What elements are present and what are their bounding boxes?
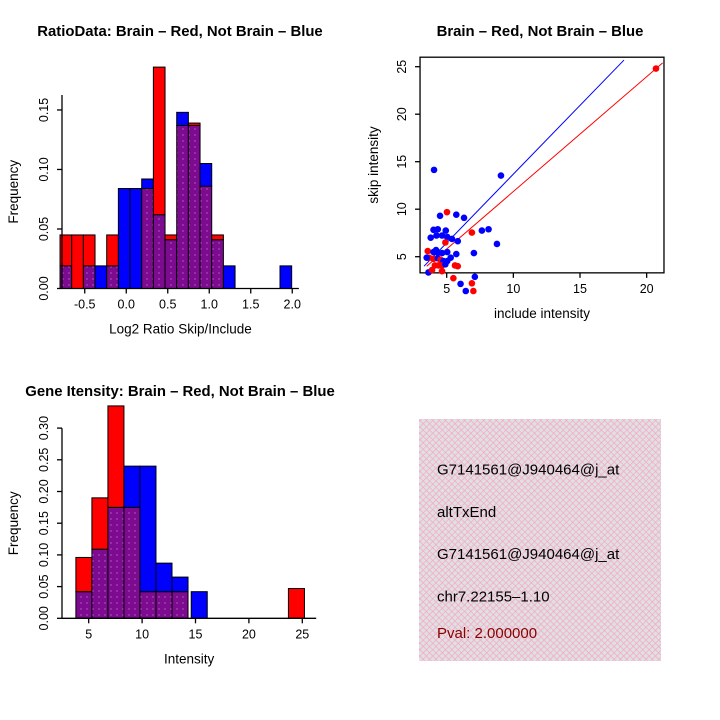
svg-text:20: 20 (242, 627, 256, 641)
svg-text:5: 5 (443, 282, 450, 296)
svg-text:Brain – Red, Not Brain – Blue: Brain – Red, Not Brain – Blue (437, 24, 644, 40)
svg-text:G7141561@J940464@j_at: G7141561@J940464@j_at (437, 462, 620, 479)
svg-text:RatioData: Brain – Red, Not Br: RatioData: Brain – Red, Not Brain – Blue (37, 24, 322, 40)
svg-text:15: 15 (573, 282, 587, 296)
svg-text:0.05: 0.05 (37, 574, 51, 598)
svg-text:0.30: 0.30 (37, 416, 51, 440)
svg-text:5: 5 (85, 627, 92, 641)
svg-text:Intensity: Intensity (164, 651, 215, 666)
svg-text:1.0: 1.0 (201, 298, 218, 312)
svg-text:20: 20 (640, 282, 654, 296)
svg-text:15: 15 (189, 627, 203, 641)
svg-text:chr7.22155–1.10: chr7.22155–1.10 (437, 589, 550, 606)
svg-text:2.0: 2.0 (284, 298, 301, 312)
svg-text:altTxEnd: altTxEnd (437, 504, 496, 521)
svg-text:1.5: 1.5 (242, 298, 259, 312)
svg-text:Gene Itensity: Brain – Red, No: Gene Itensity: Brain – Red, Not Brain – … (25, 384, 334, 400)
svg-text:Log2 Ratio Skip/Include: Log2 Ratio Skip/Include (109, 322, 252, 337)
svg-text:0.10: 0.10 (37, 157, 51, 181)
svg-text:0.00: 0.00 (37, 276, 51, 300)
svg-text:10: 10 (506, 282, 520, 296)
svg-text:10: 10 (135, 627, 149, 641)
svg-text:G7141561@J940464@j_at: G7141561@J940464@j_at (437, 546, 620, 563)
svg-text:0.5: 0.5 (159, 298, 176, 312)
svg-text:25: 25 (295, 627, 309, 641)
svg-text:0.15: 0.15 (37, 511, 51, 535)
svg-text:-0.5: -0.5 (74, 298, 96, 312)
svg-text:20: 20 (395, 107, 409, 121)
svg-text:5: 5 (395, 253, 409, 260)
svg-text:Frequency: Frequency (6, 160, 21, 224)
svg-text:25: 25 (395, 60, 409, 74)
svg-text:0.20: 0.20 (37, 479, 51, 503)
svg-text:0.00: 0.00 (37, 606, 51, 630)
svg-text:Frequency: Frequency (6, 491, 21, 555)
svg-text:0.25: 0.25 (37, 448, 51, 472)
svg-text:skip intensity: skip intensity (366, 126, 381, 204)
svg-text:0.15: 0.15 (37, 98, 51, 122)
svg-text:15: 15 (395, 155, 409, 169)
svg-text:0.0: 0.0 (118, 298, 135, 312)
svg-text:10: 10 (395, 202, 409, 216)
svg-text:include intensity: include intensity (494, 306, 590, 321)
svg-text:0.05: 0.05 (37, 217, 51, 241)
svg-text:Pval: 2.000000: Pval: 2.000000 (437, 625, 537, 642)
svg-text:0.10: 0.10 (37, 543, 51, 567)
